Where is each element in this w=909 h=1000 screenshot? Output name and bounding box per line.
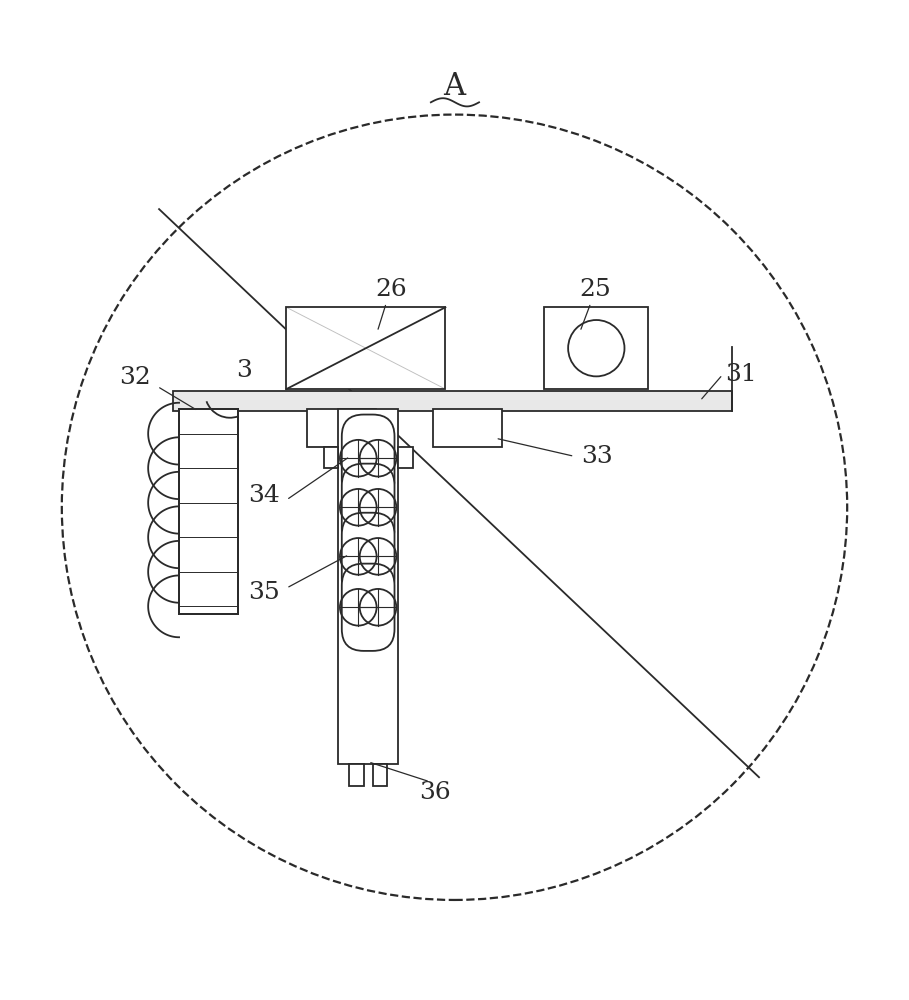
Bar (179, 409, 238, 614)
Text: 25: 25 (580, 278, 611, 301)
FancyBboxPatch shape (342, 464, 395, 551)
Bar (286, 307, 445, 389)
Bar (173, 391, 732, 411)
Text: 26: 26 (375, 278, 406, 301)
Bar (338, 409, 398, 764)
Bar (324, 447, 338, 468)
Bar (398, 447, 413, 468)
Text: 34: 34 (248, 484, 279, 507)
Text: 33: 33 (582, 445, 613, 468)
Bar (433, 409, 502, 447)
Text: 31: 31 (725, 363, 756, 386)
Text: 3: 3 (235, 359, 252, 382)
Text: A: A (444, 71, 465, 102)
FancyBboxPatch shape (342, 415, 395, 502)
Text: 32: 32 (119, 366, 150, 389)
Bar (373, 764, 387, 786)
Text: 35: 35 (248, 581, 279, 604)
Bar (307, 409, 376, 447)
Bar (349, 764, 364, 786)
Bar (544, 307, 648, 389)
FancyBboxPatch shape (342, 513, 395, 600)
FancyBboxPatch shape (342, 564, 395, 651)
Text: 36: 36 (419, 781, 450, 804)
